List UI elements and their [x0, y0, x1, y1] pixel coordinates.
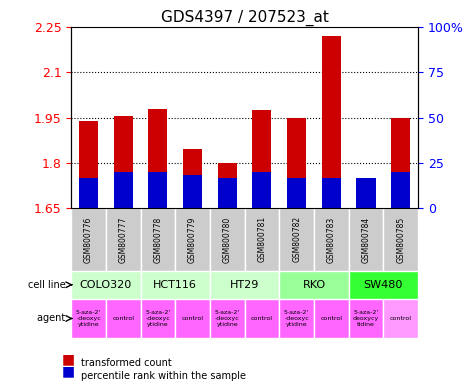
Title: GDS4397 / 207523_at: GDS4397 / 207523_at: [161, 9, 329, 25]
Text: control: control: [320, 316, 342, 321]
Text: 5-aza-2'
-deoxyc
ytidine: 5-aza-2' -deoxyc ytidine: [76, 310, 101, 327]
Bar: [287, 118, 306, 208]
Text: GSM800777: GSM800777: [119, 216, 128, 263]
FancyBboxPatch shape: [314, 208, 349, 270]
Text: ■: ■: [62, 352, 75, 366]
Text: control: control: [181, 316, 204, 321]
Text: 5-aza-2'
deoxycy
tidine: 5-aza-2' deoxycy tidine: [353, 310, 379, 327]
Text: ■: ■: [62, 364, 75, 379]
Text: GSM800780: GSM800780: [223, 216, 232, 263]
FancyBboxPatch shape: [106, 299, 141, 338]
Bar: [218, 163, 237, 208]
Bar: [322, 36, 341, 208]
FancyBboxPatch shape: [349, 270, 418, 299]
Text: GSM800781: GSM800781: [257, 216, 266, 263]
Text: HCT116: HCT116: [153, 280, 197, 290]
FancyBboxPatch shape: [71, 299, 106, 338]
Text: 5-aza-2'
-deoxyc
ytidine: 5-aza-2' -deoxyc ytidine: [284, 310, 309, 327]
Bar: [391, 172, 410, 208]
Bar: [114, 172, 133, 208]
FancyBboxPatch shape: [175, 208, 210, 270]
FancyBboxPatch shape: [383, 208, 418, 270]
Text: 5-aza-2'
-deoxyc
ytidine: 5-aza-2' -deoxyc ytidine: [215, 310, 240, 327]
Text: GSM800782: GSM800782: [292, 216, 301, 263]
Text: control: control: [251, 316, 273, 321]
Bar: [218, 178, 237, 208]
Text: control: control: [390, 316, 412, 321]
Text: COLO320: COLO320: [80, 280, 132, 290]
Bar: [356, 180, 376, 208]
Bar: [79, 178, 98, 208]
Text: 5-aza-2'
-deoxyc
ytidine: 5-aza-2' -deoxyc ytidine: [145, 310, 171, 327]
FancyBboxPatch shape: [210, 270, 279, 299]
FancyBboxPatch shape: [175, 299, 210, 338]
Text: cell line: cell line: [28, 280, 72, 290]
FancyBboxPatch shape: [314, 299, 349, 338]
FancyBboxPatch shape: [71, 208, 106, 270]
FancyBboxPatch shape: [210, 208, 245, 270]
FancyBboxPatch shape: [141, 208, 175, 270]
Text: GSM800779: GSM800779: [188, 216, 197, 263]
Bar: [79, 121, 98, 208]
Bar: [148, 109, 168, 208]
Text: GSM800785: GSM800785: [396, 216, 405, 263]
Text: RKO: RKO: [303, 280, 325, 290]
Bar: [183, 175, 202, 208]
Bar: [148, 172, 168, 208]
Bar: [252, 172, 272, 208]
Text: control: control: [112, 316, 134, 321]
FancyBboxPatch shape: [141, 270, 210, 299]
Bar: [183, 149, 202, 208]
FancyBboxPatch shape: [210, 299, 245, 338]
FancyBboxPatch shape: [71, 270, 141, 299]
FancyBboxPatch shape: [279, 208, 314, 270]
Text: transformed count: transformed count: [81, 358, 171, 368]
Text: GSM800776: GSM800776: [84, 216, 93, 263]
Text: agent: agent: [37, 313, 72, 323]
Text: GSM800784: GSM800784: [361, 216, 371, 263]
FancyBboxPatch shape: [141, 299, 175, 338]
FancyBboxPatch shape: [383, 299, 418, 338]
FancyBboxPatch shape: [279, 299, 314, 338]
FancyBboxPatch shape: [349, 299, 383, 338]
FancyBboxPatch shape: [349, 208, 383, 270]
Bar: [356, 178, 376, 208]
FancyBboxPatch shape: [106, 208, 141, 270]
Text: percentile rank within the sample: percentile rank within the sample: [81, 371, 246, 381]
Text: HT29: HT29: [230, 280, 259, 290]
Text: GSM800783: GSM800783: [327, 216, 336, 263]
Bar: [287, 178, 306, 208]
FancyBboxPatch shape: [279, 270, 349, 299]
FancyBboxPatch shape: [245, 208, 279, 270]
Bar: [114, 116, 133, 208]
Bar: [252, 110, 272, 208]
Text: SW480: SW480: [364, 280, 403, 290]
FancyBboxPatch shape: [245, 299, 279, 338]
Bar: [322, 178, 341, 208]
Bar: [391, 118, 410, 208]
Text: GSM800778: GSM800778: [153, 216, 162, 263]
